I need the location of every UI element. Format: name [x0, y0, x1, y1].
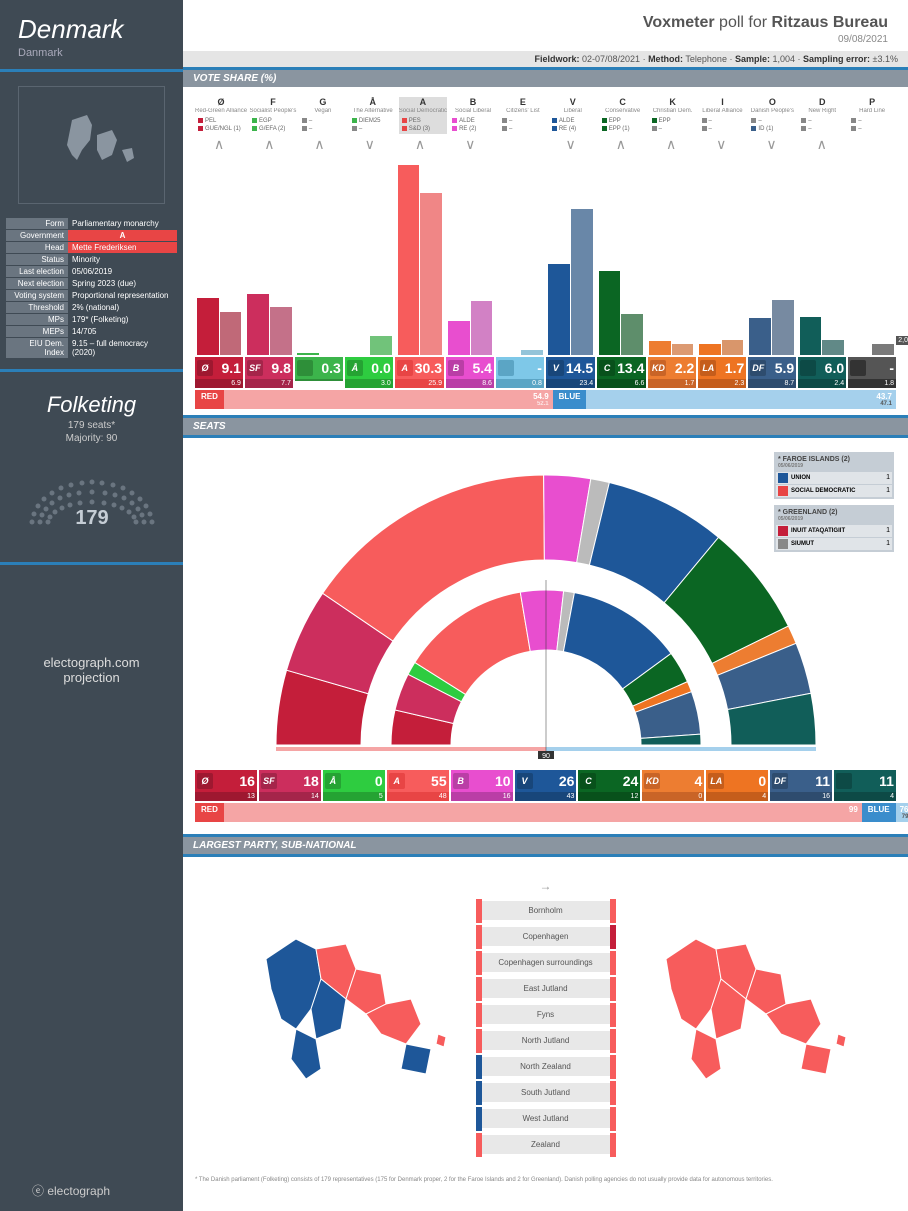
- poll-date: 09/08/2021: [203, 34, 888, 45]
- brand-logo: ⓔ electograph: [20, 1170, 122, 1211]
- section-vote-title: VOTE SHARE (%): [183, 70, 908, 87]
- vote-blocs: RED54.952.1BLUE43.747.1: [195, 390, 896, 409]
- seat-results: Ø1613SF1814Å05A5548B1016V2643C2412KD40LA…: [195, 770, 896, 801]
- trend-arrows: ∧∧∧∨∧∨∨∧∧∨∨∧: [195, 136, 896, 153]
- section-seats-title: SEATS: [183, 415, 908, 435]
- projection-label: electograph.com projection: [0, 562, 183, 775]
- vote-bars: 2,0: [195, 155, 896, 355]
- meta-table: FormParliamentary monarchyGovernmentAHea…: [0, 218, 183, 369]
- country-name: Denmark: [18, 14, 165, 45]
- footnote: * The Danish parliament (Folketing) cons…: [183, 1171, 908, 1189]
- country-native: Danmark: [18, 47, 165, 59]
- poll-meta: Fieldwork: 02-07/08/2021 · Method: Telep…: [183, 51, 908, 70]
- poll-title: Voxmeter poll for Ritzaus Bureau: [203, 14, 888, 32]
- threshold-marker: 2,0: [896, 336, 908, 345]
- party-headers: ØRed-Green AlliancePELGUE/NGL (1)FSocial…: [195, 97, 896, 134]
- region-list: → BornholmCopenhagenCopenhagen surroundi…: [476, 879, 616, 1159]
- country-map: [18, 86, 165, 204]
- section-regions-title: LARGEST PARTY, SUB-NATIONAL: [183, 834, 908, 854]
- parliament-majority: Majority: 90: [12, 433, 171, 444]
- region-map-left: [236, 879, 456, 1139]
- parliament-seats: 179 seats*: [12, 420, 171, 431]
- overseas-legend: * FAROE ISLANDS (2)05/06/2019UNION1SOCIA…: [774, 452, 894, 558]
- region-map-right: [636, 879, 856, 1139]
- parliament-name: Folketing: [12, 392, 171, 418]
- vote-results: Ø9.16.9SF9.87.70.3Å0.03.0A30.325.9B5.48.…: [195, 357, 896, 388]
- hemicycle-icon: 179: [12, 462, 171, 542]
- svg-text:90: 90: [542, 753, 550, 760]
- seat-blocs: RED99BLUE7679: [195, 803, 896, 822]
- svg-text:179: 179: [75, 507, 108, 529]
